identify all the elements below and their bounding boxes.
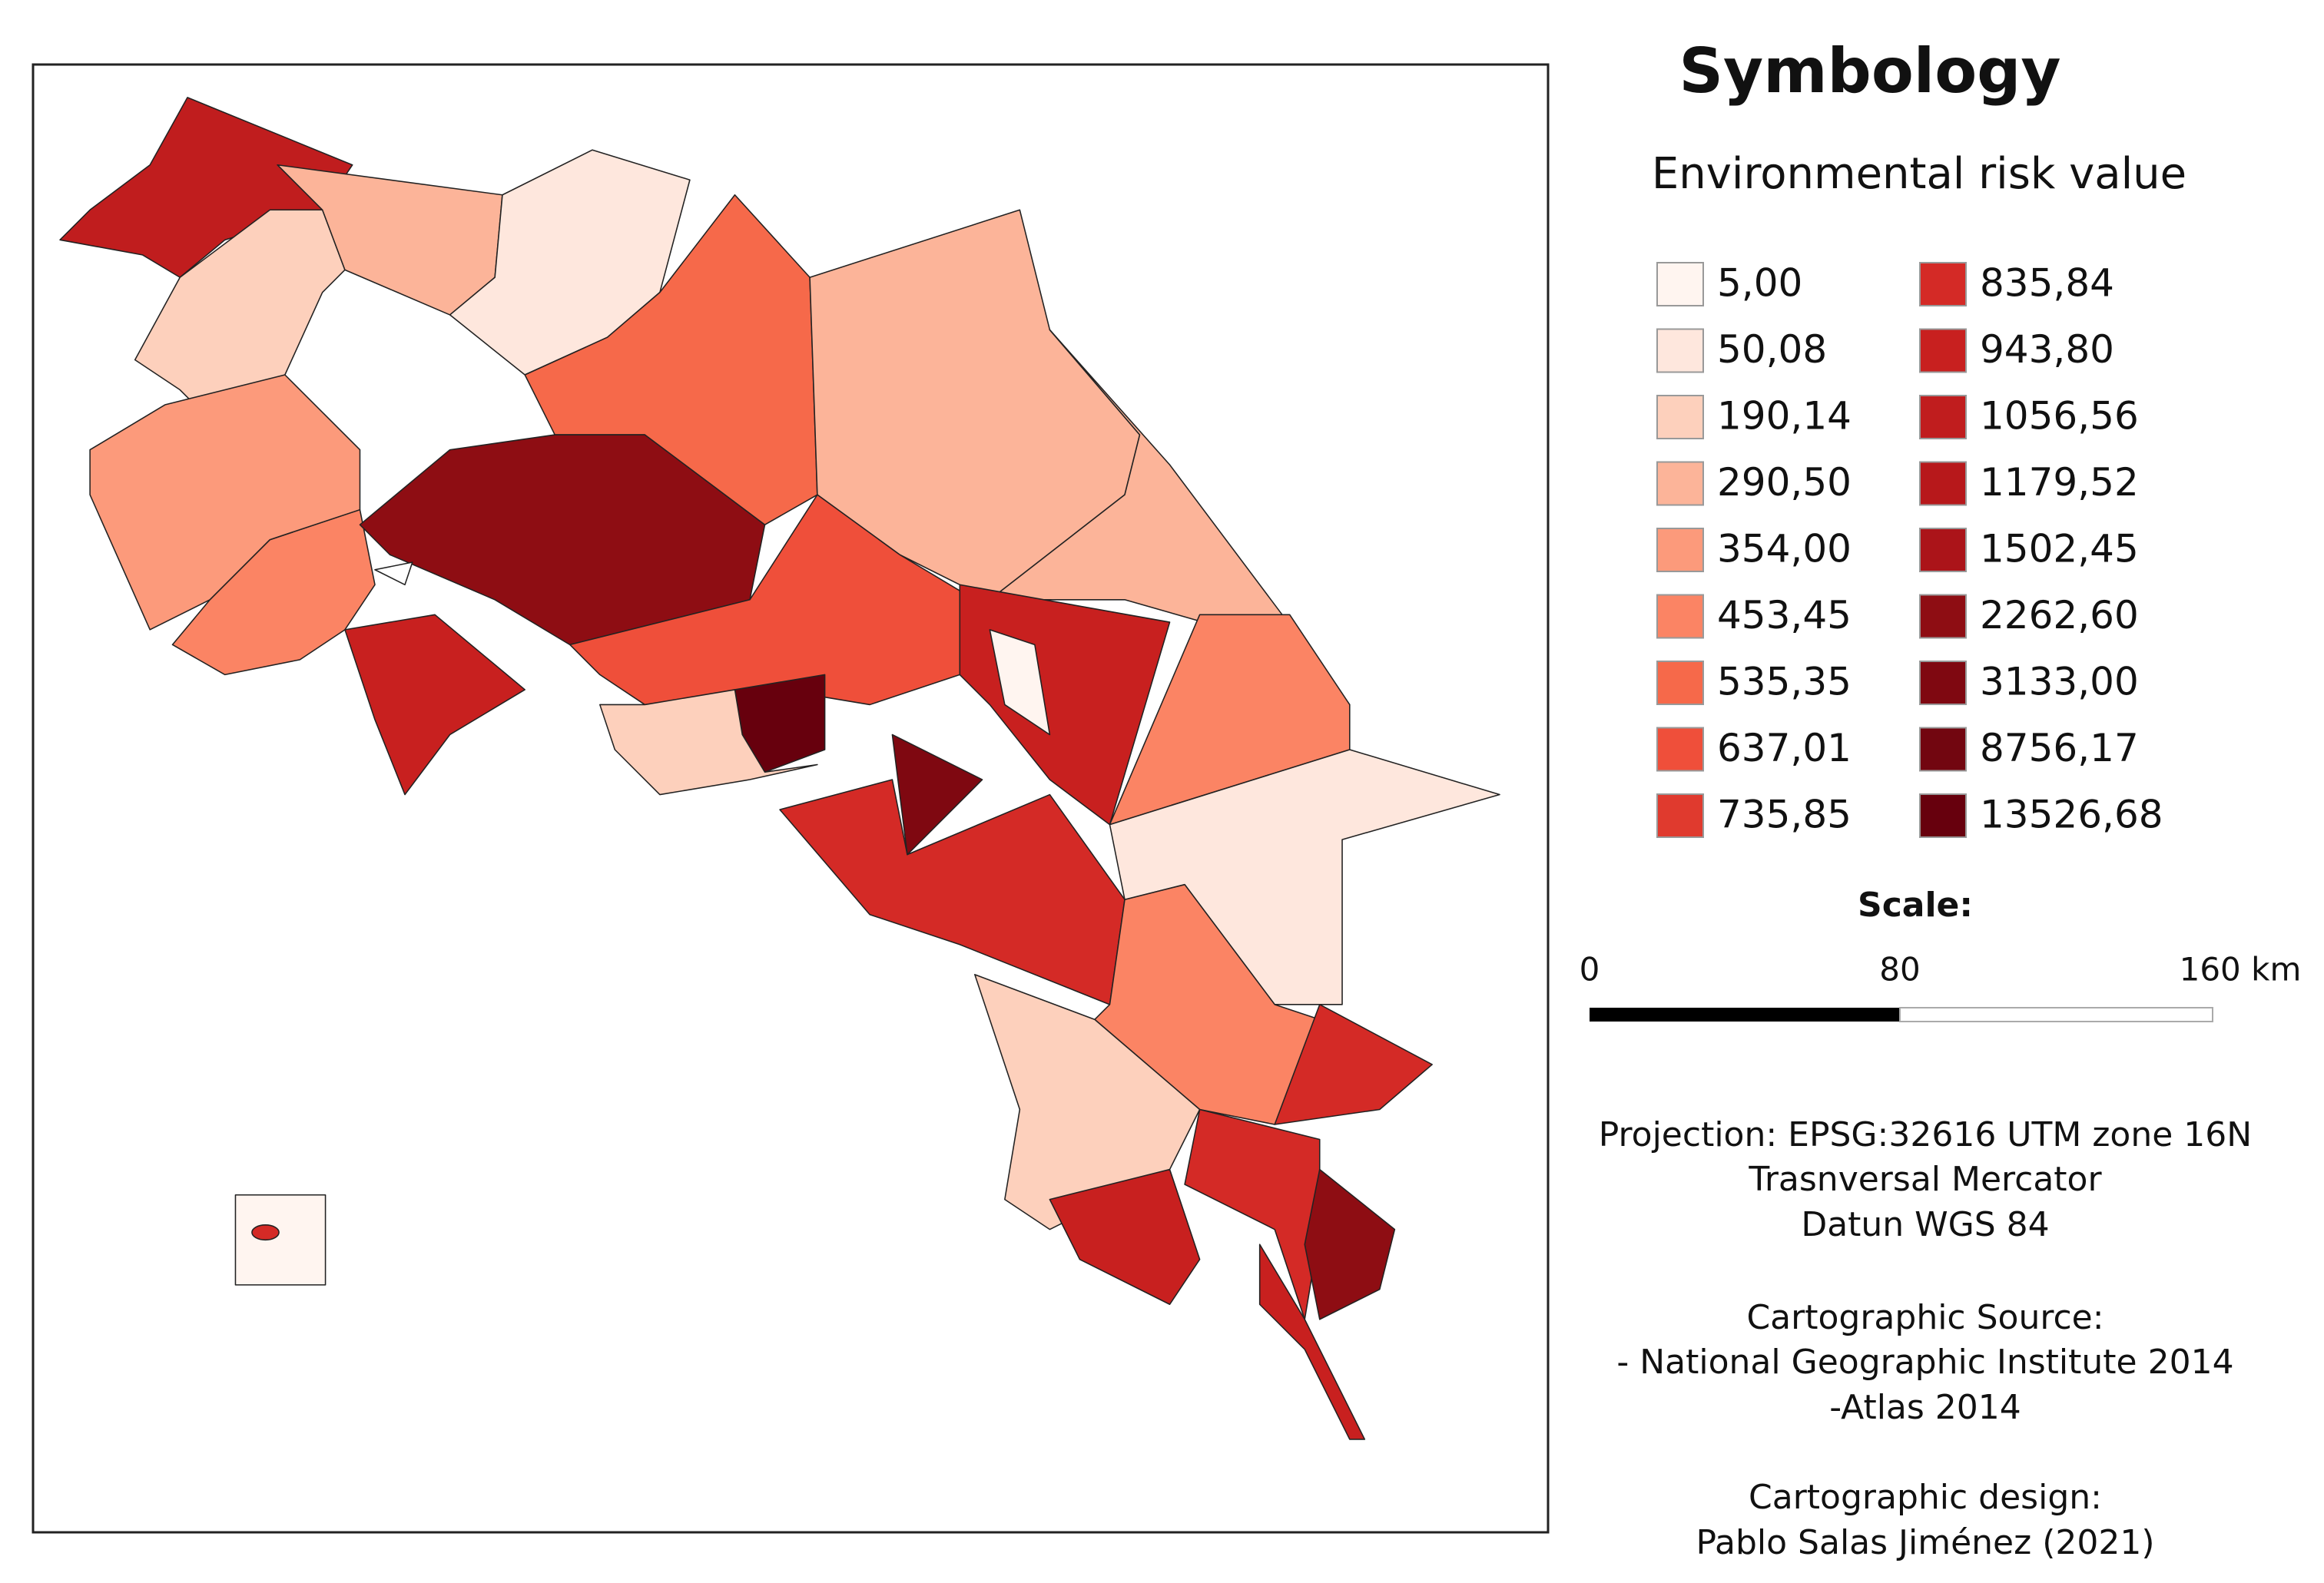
- note-line: Cartographic Source:: [1746, 1298, 2104, 1337]
- legend-label: 637,01: [1717, 726, 1852, 770]
- map-region: [599, 689, 818, 796]
- legend-swatch: [1919, 727, 1967, 772]
- map-region: [1304, 1168, 1396, 1320]
- note-line: -Atlas 2014: [1829, 1388, 2021, 1427]
- map-region: [989, 629, 1051, 736]
- legend-label: 453,45: [1717, 593, 1852, 638]
- map-region: [234, 1194, 327, 1286]
- map-region: [891, 734, 983, 856]
- map-region: [134, 209, 346, 435]
- legend-swatch: [1919, 395, 1967, 439]
- legend-label: 835,84: [1980, 261, 2114, 306]
- map: [59, 97, 1500, 1440]
- legend-label: 13526,68: [1980, 793, 2163, 837]
- legend-label: 1056,56: [1980, 394, 2139, 439]
- note-line: Pablo Salas Jiménez (2021): [1696, 1523, 2154, 1562]
- note-line: Cartographic design:: [1749, 1478, 2102, 1517]
- legend-swatch: [1656, 262, 1704, 306]
- legend-swatch: [1656, 328, 1704, 373]
- scale-title: Scale:: [1858, 886, 1973, 925]
- note-line: Projection: EPSG:32616 UTM zone 16N: [1599, 1115, 2252, 1154]
- note-line: Datun WGS 84: [1801, 1205, 2049, 1244]
- legend-label: 354,00: [1717, 527, 1852, 571]
- map-region: [374, 561, 413, 586]
- legend-swatch: [1919, 461, 1967, 506]
- map-region: [344, 614, 525, 796]
- legend-swatch: [1656, 661, 1704, 705]
- legend-swatch: [1919, 594, 1967, 639]
- note-line: Trasnversal Mercator: [1748, 1160, 2102, 1199]
- legend-swatch: [1919, 328, 1967, 373]
- scale-bar-segment: [1899, 1007, 2213, 1022]
- scale-tick-label: 0: [1580, 951, 1600, 989]
- scale-tick-label: 80: [1879, 951, 1920, 989]
- legend-swatch: [1919, 262, 1967, 306]
- legend-label: 3133,00: [1980, 660, 2139, 704]
- scale-tick-label: 160 km: [2180, 951, 2302, 989]
- legend-swatch: [1656, 461, 1704, 506]
- legend-swatch: [1919, 793, 1967, 838]
- legend-label: 190,14: [1717, 394, 1852, 439]
- legend-label: 1502,45: [1980, 527, 2139, 571]
- map-region: [1274, 1004, 1433, 1125]
- map-region: [251, 1224, 280, 1241]
- legend-label: 535,35: [1717, 660, 1852, 704]
- legend-swatch: [1656, 727, 1704, 772]
- legend-label: 2262,60: [1980, 593, 2139, 638]
- legend-label: 8756,17: [1980, 726, 2139, 770]
- legend-swatch: [1656, 594, 1704, 639]
- legend-label: 5,00: [1717, 261, 1802, 306]
- scale-bar-segment: [1590, 1008, 1900, 1022]
- legend-swatch: [1656, 793, 1704, 838]
- legend-swatch: [1656, 528, 1704, 572]
- legend-swatch: [1656, 395, 1704, 439]
- map-region: [1258, 1244, 1366, 1440]
- map-region: [171, 508, 376, 676]
- note-line: - National Geographic Institute 2014: [1616, 1343, 2233, 1382]
- legend-label: 1179,52: [1980, 460, 2139, 505]
- legend-subtitle: Environmental risk value: [1652, 149, 2186, 199]
- legend-swatch: [1919, 528, 1967, 572]
- legend-label: 943,80: [1980, 327, 2114, 372]
- legend-label: 50,08: [1717, 327, 1827, 372]
- legend-label: 290,50: [1717, 460, 1852, 505]
- legend-swatch: [1919, 661, 1967, 705]
- legend-title: Symbology: [1679, 35, 2060, 107]
- map-region: [1049, 1168, 1201, 1306]
- legend-label: 735,85: [1717, 793, 1852, 837]
